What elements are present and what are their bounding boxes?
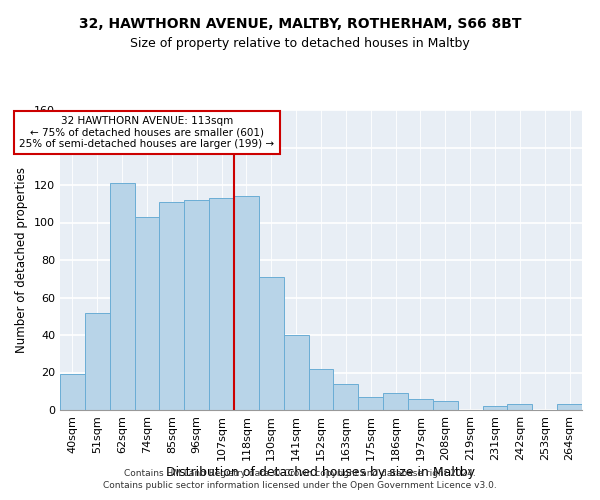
Bar (60, 374, 85, 410)
Bar (383, 393, 408, 410)
Bar (433, 400, 458, 410)
Bar (184, 200, 209, 410)
Bar (134, 217, 160, 410)
Text: Size of property relative to detached houses in Maltby: Size of property relative to detached ho… (130, 38, 470, 51)
Text: 32 HAWTHORN AVENUE: 113sqm
← 75% of detached houses are smaller (601)
25% of sem: 32 HAWTHORN AVENUE: 113sqm ← 75% of deta… (19, 116, 275, 149)
Bar (259, 277, 284, 410)
Text: 32, HAWTHORN AVENUE, MALTBY, ROTHERHAM, S66 8BT: 32, HAWTHORN AVENUE, MALTBY, ROTHERHAM, … (79, 18, 521, 32)
Bar (209, 198, 234, 410)
Text: Contains HM Land Registry data © Crown copyright and database right 2024.: Contains HM Land Registry data © Crown c… (124, 468, 476, 477)
Bar (160, 202, 184, 410)
Bar (308, 369, 334, 410)
X-axis label: Distribution of detached houses by size in Maltby: Distribution of detached houses by size … (167, 466, 476, 478)
Bar (482, 406, 508, 410)
Bar (85, 312, 110, 410)
Bar (508, 404, 532, 410)
Y-axis label: Number of detached properties: Number of detached properties (16, 167, 28, 353)
Bar (358, 397, 383, 410)
Bar (334, 384, 358, 410)
Text: Contains public sector information licensed under the Open Government Licence v3: Contains public sector information licen… (103, 481, 497, 490)
Bar (110, 183, 134, 410)
Bar (408, 399, 433, 410)
Bar (284, 335, 308, 410)
Bar (234, 196, 259, 410)
Bar (557, 404, 582, 410)
